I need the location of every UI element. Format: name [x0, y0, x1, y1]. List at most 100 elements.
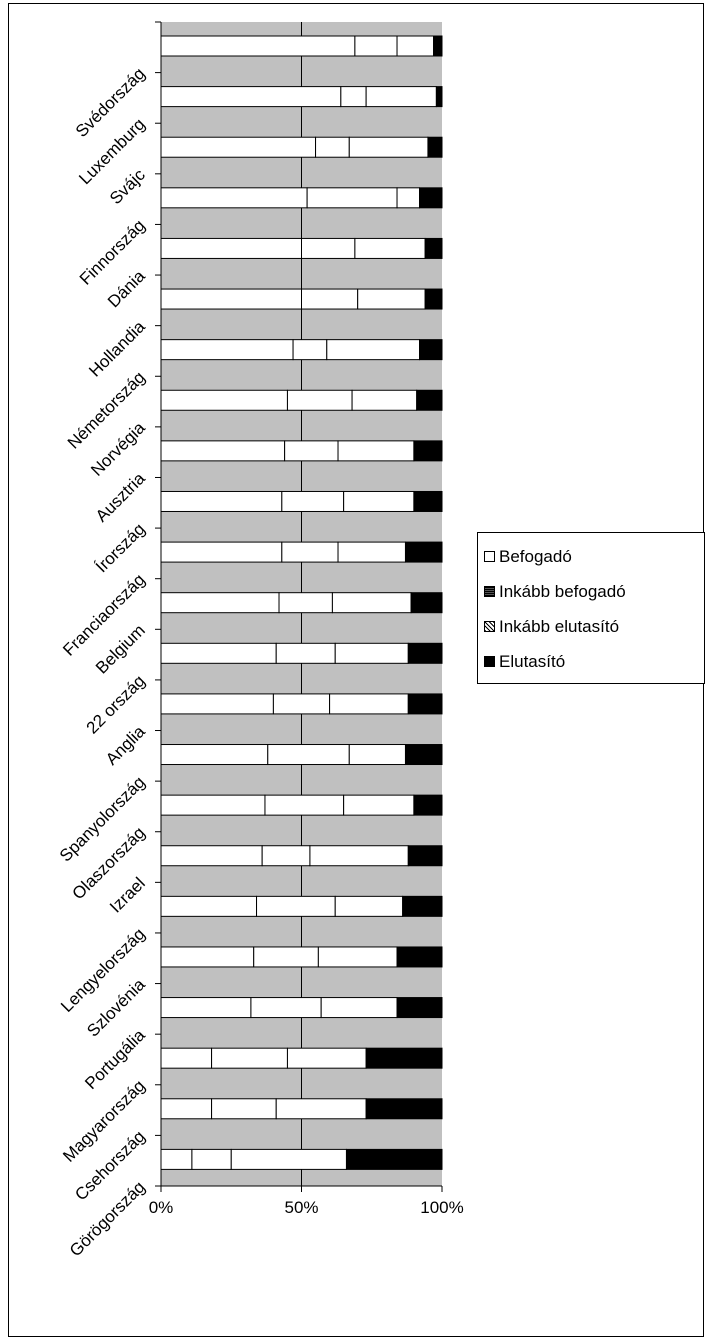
bar-segment — [160, 642, 277, 664]
bar-segment — [160, 1148, 193, 1170]
bar-segment — [337, 541, 406, 563]
bar-segment — [345, 1148, 443, 1170]
bar-segment — [264, 794, 345, 816]
bar-segment — [160, 592, 280, 614]
bar-segment — [413, 440, 443, 462]
bar-segment — [433, 35, 443, 57]
bar-segment — [315, 136, 350, 158]
bar-segment — [357, 288, 426, 310]
bar-segment — [407, 693, 443, 715]
bar-segment — [160, 693, 274, 715]
bar-segment — [191, 1148, 232, 1170]
bar-segment — [424, 288, 443, 310]
bar-segment — [351, 389, 418, 411]
bar-segment — [286, 1047, 367, 1069]
bar-segment — [281, 490, 345, 512]
x-tick-label: 100% — [420, 1198, 463, 1217]
bar-segment — [301, 288, 359, 310]
bar-segment — [160, 1098, 213, 1120]
bar-segment — [334, 895, 404, 917]
bar-segment — [160, 136, 317, 158]
bar-segment — [301, 237, 356, 259]
bar-segment — [272, 693, 331, 715]
bar-segment — [286, 389, 353, 411]
bar-segment — [160, 490, 283, 512]
bar-segment — [309, 845, 409, 867]
legend: Befogadó Inkább befogadó Inkább elutasít… — [477, 532, 705, 684]
bar-segment — [267, 744, 350, 766]
bar-segment — [396, 997, 443, 1019]
category-label: Lengyelország — [57, 924, 149, 1016]
x-tick-label: 0% — [149, 1198, 174, 1217]
bar-segment — [343, 490, 415, 512]
bar-segment — [410, 592, 443, 614]
bar-segment — [404, 744, 443, 766]
category-label: Izrael — [106, 874, 149, 917]
bar-segment — [365, 1098, 443, 1120]
bar-segment — [281, 541, 339, 563]
bar-segment — [160, 440, 286, 462]
bar-segment — [331, 592, 412, 614]
bar-segment — [160, 288, 302, 310]
bar-segment — [160, 895, 258, 917]
bar-segment — [396, 187, 421, 209]
bar-segment — [320, 997, 398, 1019]
bar-segment — [396, 35, 435, 57]
bar-segment — [365, 86, 437, 108]
legend-label-elutasito: Elutasító — [499, 651, 566, 671]
bar-segment — [250, 997, 322, 1019]
legend-label-inkabb-befogado: Inkább befogadó — [499, 581, 626, 601]
bar-segment — [334, 642, 409, 664]
bar-segment — [340, 86, 367, 108]
bar-segment — [427, 136, 443, 158]
bar-segment — [160, 389, 288, 411]
bar-segment — [413, 490, 443, 512]
bar-segment — [160, 541, 283, 563]
category-label: Dánia — [104, 266, 149, 311]
legend-item-elutasito: Elutasító — [484, 644, 704, 679]
legend-label-befogado: Befogadó — [499, 546, 572, 566]
bar-segment — [306, 187, 398, 209]
bar-segment — [337, 440, 415, 462]
bar-segment — [348, 744, 406, 766]
bar-segment — [211, 1098, 277, 1120]
bar-segment — [292, 339, 328, 361]
bar-segment — [211, 1047, 288, 1069]
bar-segment — [402, 895, 443, 917]
bar-segment — [160, 946, 255, 968]
bar-segment — [354, 237, 426, 259]
bar-segment — [326, 339, 421, 361]
bar-segment — [396, 946, 443, 968]
bar-segment — [435, 86, 443, 108]
legend-item-befogado: Befogadó — [484, 539, 704, 574]
category-label: Spanyolország — [56, 773, 149, 866]
x-tick-labels: 0% 50% 100% — [149, 1198, 464, 1217]
legend-swatch-inkabb-befogado — [484, 586, 495, 597]
legend-swatch-befogado — [484, 551, 495, 562]
bar-segment — [160, 1047, 213, 1069]
bar-segment — [407, 642, 443, 664]
bar-segment — [416, 389, 443, 411]
bar-segment — [160, 339, 294, 361]
bar-segment — [160, 237, 302, 259]
bar-segment — [329, 693, 409, 715]
bar-segment — [278, 592, 333, 614]
bar-segment — [404, 541, 443, 563]
bar-segment — [261, 845, 311, 867]
axes — [155, 21, 443, 1192]
bar-segment — [348, 136, 429, 158]
bar-segment — [424, 237, 443, 259]
bar-segment — [256, 895, 336, 917]
legend-swatch-inkabb-elutasito — [484, 621, 495, 632]
x-tick-label: 50% — [284, 1198, 318, 1217]
bar-segment — [253, 946, 319, 968]
legend-swatch-elutasito — [484, 656, 495, 667]
category-label: Svájc — [106, 165, 149, 208]
category-label: Anglia — [102, 722, 149, 769]
bar-segment — [160, 187, 308, 209]
category-labels: SvédországLuxemburgSvájcFinnországDániaH… — [56, 64, 149, 1260]
bar-segment — [160, 997, 252, 1019]
bar-segment — [284, 440, 339, 462]
bar-segment — [160, 794, 266, 816]
